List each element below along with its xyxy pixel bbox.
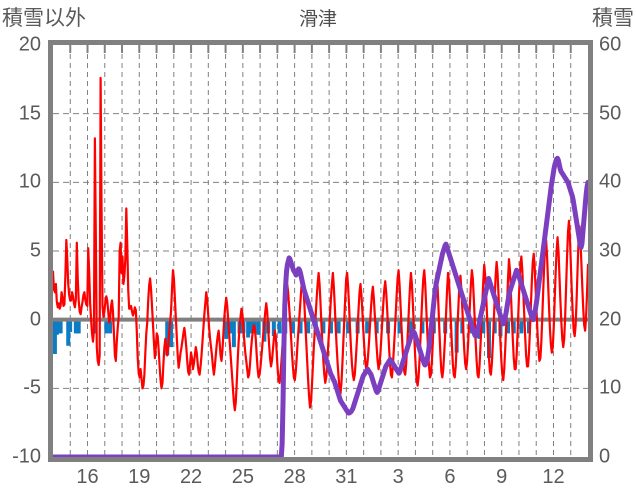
x-tick-label: 16 xyxy=(76,466,99,488)
precipitation-bar xyxy=(492,319,497,334)
x-tick-label: 22 xyxy=(179,466,203,488)
plot-frame xyxy=(48,40,593,462)
precipitation-bar xyxy=(321,319,326,334)
gridlines xyxy=(53,45,588,457)
precipitation-bar xyxy=(519,319,524,334)
precipitation-bar xyxy=(169,319,174,348)
precipitation-bar xyxy=(228,319,233,334)
right-tick-label: 20 xyxy=(599,308,622,331)
x-tick-label: 25 xyxy=(231,466,254,488)
precipitation-bar xyxy=(306,319,311,334)
page-title: 滑津 xyxy=(298,9,337,30)
x-tick-label: 9 xyxy=(496,466,508,488)
precipitation-bar xyxy=(277,319,282,334)
left-tick-label: 10 xyxy=(18,170,41,193)
precipitation-bar xyxy=(481,319,486,334)
precipitation-bar xyxy=(374,319,379,334)
precipitation-bar xyxy=(246,319,251,338)
right-tick-label: 50 xyxy=(599,102,622,125)
right-tick-label: 60 xyxy=(599,33,622,56)
snow-depth-series xyxy=(53,155,588,457)
left-tick-label: -10 xyxy=(12,445,41,468)
precipitation-bar xyxy=(104,319,109,334)
right-tick-label: 40 xyxy=(599,170,622,193)
precipitation-bar xyxy=(298,319,303,334)
x-tick-label: 6 xyxy=(444,466,456,488)
precipitation-bar xyxy=(231,319,236,348)
left-tick-label: 0 xyxy=(29,308,41,331)
left-axis-ticks: 20 15 10 5 0 -5 -10 xyxy=(0,0,44,501)
precipitation-bar xyxy=(58,319,63,334)
precipitation-bar xyxy=(336,319,341,334)
precipitation-bar xyxy=(526,319,531,334)
top-tick-marks xyxy=(69,45,572,53)
precipitation-bar xyxy=(76,319,81,334)
precipitation-bar xyxy=(365,319,370,334)
right-tick-label: 30 xyxy=(599,239,622,262)
precipitation-bar xyxy=(511,319,516,334)
plot-area xyxy=(48,40,593,462)
x-axis-ticks: 16 19 22 25 28 31 3 6 9 12 xyxy=(0,466,636,500)
precipitation-bar xyxy=(346,319,351,334)
x-tick-label: 3 xyxy=(392,466,404,488)
precipitation-bar xyxy=(108,319,113,334)
precipitation-bar xyxy=(68,319,73,333)
precipitation-bar xyxy=(328,319,333,334)
left-tick-label: 20 xyxy=(18,33,41,56)
precipitation-bar xyxy=(290,319,295,334)
plot-inner xyxy=(53,45,588,457)
precipitation-bar xyxy=(271,319,276,337)
precipitation-bar xyxy=(420,319,425,334)
precipitation-bar xyxy=(408,319,413,334)
x-tick-label: 31 xyxy=(335,466,358,488)
right-tick-label: 10 xyxy=(599,376,622,399)
left-tick-label: 5 xyxy=(29,239,41,262)
left-tick-label: -5 xyxy=(23,376,41,399)
chart-svg xyxy=(53,45,588,457)
precipitation-bar xyxy=(165,319,170,356)
right-axis-ticks: 60 50 40 30 20 10 0 xyxy=(596,0,636,501)
precipitation-bar xyxy=(397,319,402,334)
right-tick-label: 0 xyxy=(599,445,611,468)
precipitation-bar xyxy=(53,319,57,354)
precipitation-bar xyxy=(249,319,254,334)
precipitation-bar xyxy=(66,319,71,346)
x-tick-label: 28 xyxy=(283,466,306,488)
left-tick-label: 15 xyxy=(18,102,41,125)
left-axis-title: 積雪以外 xyxy=(2,7,86,30)
x-tick-label: 19 xyxy=(128,466,151,488)
x-tick-label: 12 xyxy=(542,466,565,488)
right-axis-title: 積雪 xyxy=(592,7,634,30)
precipitation-bar xyxy=(506,319,511,334)
precipitation-bar xyxy=(256,319,261,335)
